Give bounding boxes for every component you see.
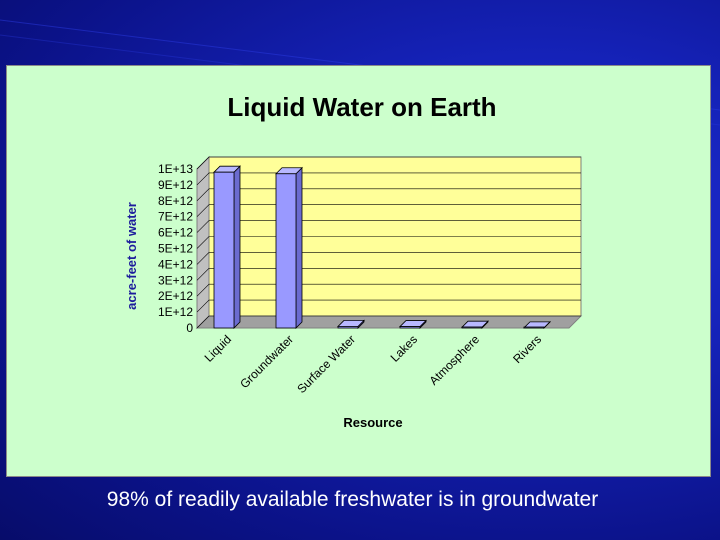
x-tick-label: Liquid [202, 332, 235, 365]
bar-surface-water [337, 326, 359, 329]
x-tick-label: Rivers [510, 332, 544, 366]
y-tick-label: 4E+12 [158, 257, 193, 271]
gridline [196, 172, 581, 186]
y-tick-label: 0 [186, 321, 193, 335]
x-tick-label: Groundwater [237, 332, 296, 391]
y-tick-label: 5E+12 [158, 242, 193, 256]
gridline [196, 283, 581, 297]
y-tick-label: 1E+12 [158, 305, 193, 319]
y-tick-label: 2E+12 [158, 289, 193, 303]
slide-caption: 98% of readily available freshwater is i… [106, 488, 599, 511]
chart-title: Liquid Water on Earth [227, 92, 496, 122]
gridline [196, 299, 581, 313]
y-tick-label: 3E+12 [158, 273, 193, 287]
x-tick-label: Atmosphere [426, 332, 482, 388]
x-tick-label: Surface Water [294, 332, 358, 396]
x-tick-label: Lakes [388, 332, 421, 365]
gridline [196, 315, 581, 329]
y-tick-label: 8E+12 [158, 194, 193, 208]
bar-side [233, 165, 241, 329]
bar-groundwater [275, 173, 297, 329]
bar-side [295, 166, 303, 329]
gridline [196, 156, 581, 170]
chart-panel: Liquid Water on Earth 0 1E+12 2E+12 3E+12 4E… [6, 65, 711, 477]
gridline [196, 220, 581, 233]
plot-floor [195, 315, 583, 329]
y-tick-label: 6E+12 [158, 226, 193, 240]
bar-rivers [523, 326, 545, 329]
gridline [196, 188, 581, 202]
gridline [196, 236, 581, 249]
bar-chart: Liquid Water on Earth 0 1E+12 2E+12 3E+12 4E… [124, 92, 583, 430]
gridline [196, 204, 581, 217]
y-tick-label: 1E+13 [158, 162, 193, 176]
bar-lakes [399, 326, 421, 329]
y-tick-label: 9E+12 [158, 178, 193, 192]
bar-liquid [213, 171, 235, 329]
bar-atmosphere [461, 326, 483, 329]
gridline [196, 252, 581, 265]
x-axis-label: Resource [343, 415, 402, 430]
y-tick-label: 7E+12 [158, 210, 193, 224]
y-axis-label: acre-feet of water [124, 202, 139, 310]
gridline [196, 268, 581, 281]
